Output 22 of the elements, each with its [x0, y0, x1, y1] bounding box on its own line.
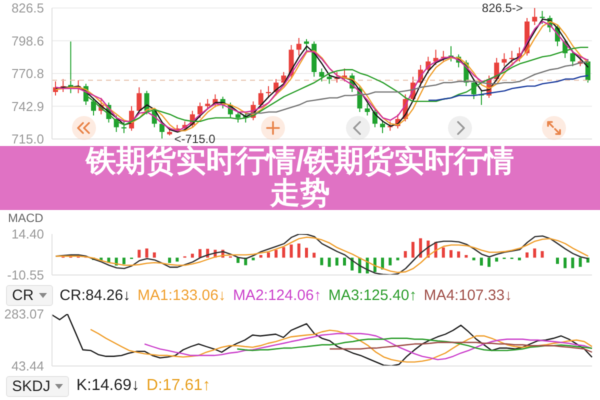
text: SKDJ — [12, 378, 50, 394]
text: MA1:133.06↓ — [138, 286, 226, 304]
y-tick-label: 43.44 — [11, 358, 44, 374]
chart-title: CR — [12, 286, 34, 304]
y-tick-label: 742.9 — [11, 98, 44, 114]
text: MA4:107.33↓ — [424, 286, 512, 304]
y-tick-label: 770.8 — [11, 66, 44, 82]
annotation: <-715.0 — [174, 132, 216, 146]
chart-title: MACD — [8, 211, 44, 225]
y-tick-label: 283.07 — [4, 306, 44, 322]
text: 铁期货实时行情/铁期货实时行情走势 — [86, 145, 514, 210]
text: MA2:124.06↑ — [232, 286, 322, 304]
text: MA3:125.40↑ — [328, 286, 417, 304]
y-tick-label: 826.5 — [11, 0, 44, 16]
y-tick-label: 798.6 — [11, 33, 44, 48]
annotation: 826.5-> — [482, 1, 523, 16]
series-label: CR:84.26↓ — [60, 286, 131, 304]
y-tick-label: 715.0 — [11, 132, 44, 147]
y-tick-label: -10.55 — [7, 268, 44, 283]
y-tick-label: 14.40 — [11, 226, 44, 242]
text: D:17.61↑ — [146, 377, 211, 395]
text: K:14.69↓ — [76, 377, 140, 395]
